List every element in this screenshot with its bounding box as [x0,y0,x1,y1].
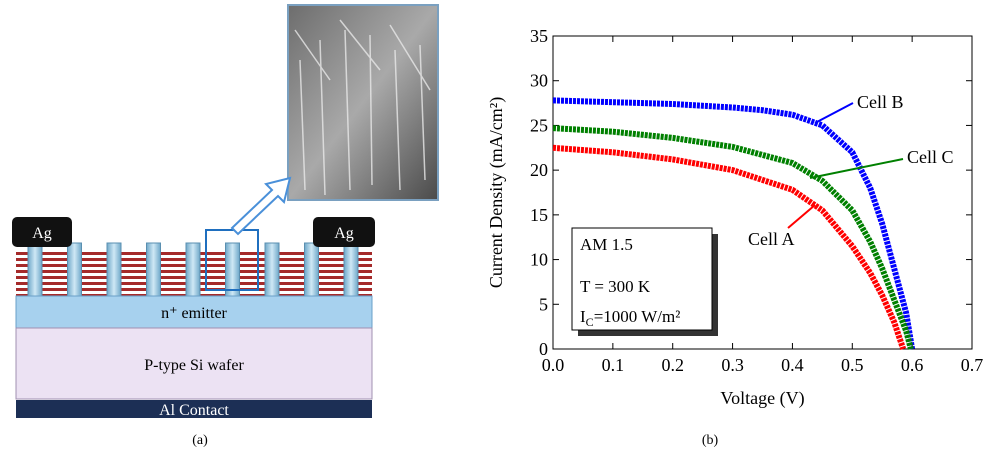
x-tick-label: 0.5 [841,355,864,375]
x-tick-label: 0.2 [661,355,684,375]
condition-text: AM 1.5 [580,235,633,254]
pillar [107,243,121,296]
pillar [344,243,358,296]
sem-image [288,5,438,200]
x-tick-label: 0.4 [781,355,804,375]
y-tick-label: 5 [539,294,548,314]
x-tick-label: 0.6 [901,355,924,375]
contact-label: Al Contact [159,402,229,419]
label-leader [815,103,853,123]
x-tick-label: 0.1 [602,355,625,375]
y-tick-label: 15 [530,205,548,225]
pillar [305,243,319,296]
y-axis-label: Current Density (mA/cm²) [486,97,507,288]
y-tick-label: 0 [539,339,548,359]
emitter-label: n⁺ emitter [161,305,227,322]
y-tick-label: 35 [530,26,548,46]
figure-svg: Ag Ag n⁺ emitter P-type Si wafer Al Cont… [0,0,987,452]
series-label: Cell C [907,147,954,167]
pillar [265,243,279,296]
panel-label: (b) [702,433,719,448]
device-diagram: Ag Ag n⁺ emitter P-type Si wafer Al Cont… [12,5,438,448]
pillars [28,243,358,296]
x-tick-label: 0.3 [721,355,744,375]
y-tick-label: 10 [530,250,548,270]
irradiance-value: =1000 W/m² [594,307,681,326]
label-leader [788,205,815,228]
y-tick-label: 20 [530,160,548,180]
zoom-arrow [232,178,290,234]
series-label: Cell B [857,92,904,112]
ag-label: Ag [32,225,52,242]
y-tick-label: 30 [530,71,548,91]
figure: Ag Ag n⁺ emitter P-type Si wafer Al Cont… [0,0,987,452]
series-label: Cell A [748,229,795,249]
pillar [28,243,42,296]
y-tick-label: 25 [530,115,548,135]
condition-text: IC=1000 W/m² [580,307,680,329]
wafer-label: P-type Si wafer [144,357,244,374]
x-tick-label: 0.7 [961,355,984,375]
panel-label: (a) [192,433,208,448]
pillar [226,243,240,296]
condition-text: T = 300 K [580,277,651,296]
x-axis-label: Voltage (V) [720,388,804,409]
pillar [186,243,200,296]
pillar [68,243,82,296]
pillar [147,243,161,296]
irradiance-subscript: C [586,315,594,329]
ag-label: Ag [334,225,354,242]
